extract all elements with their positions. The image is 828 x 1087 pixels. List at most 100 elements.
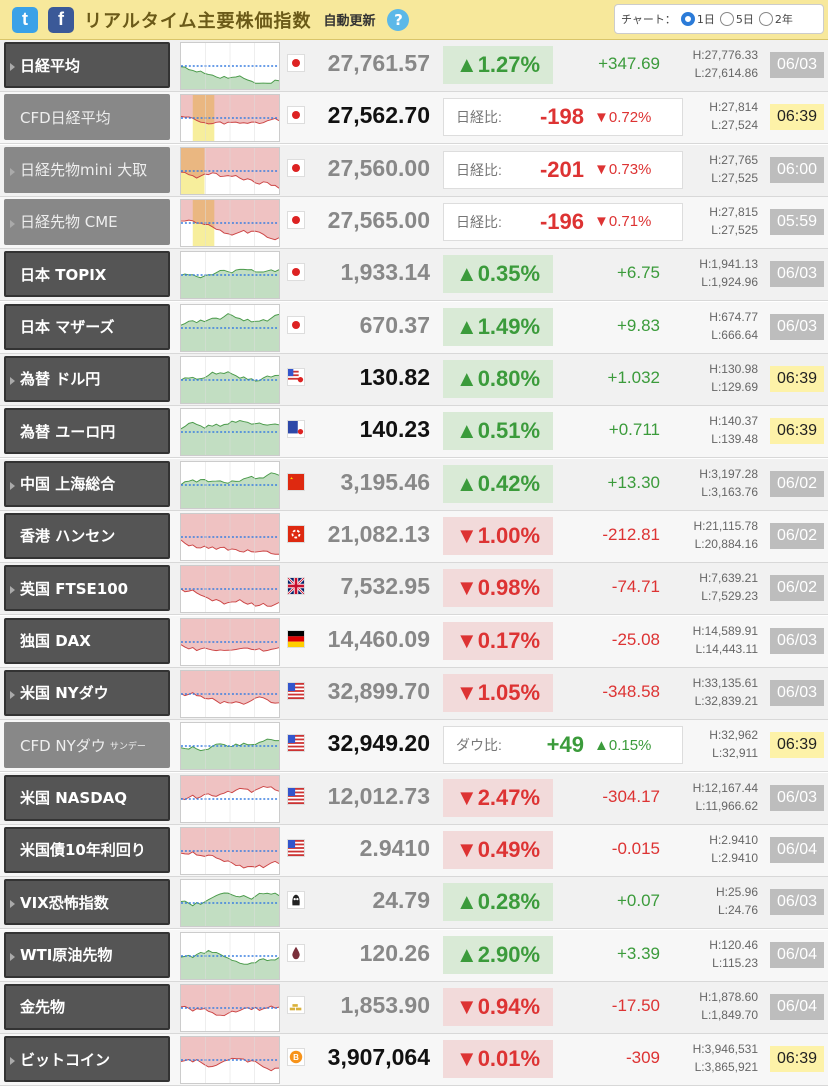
flag-icon xyxy=(287,420,305,439)
index-name-button[interactable]: 香港 ハンセン xyxy=(4,512,170,559)
update-time: 06/03 xyxy=(770,52,824,78)
index-name-button[interactable]: 中国 上海総合 xyxy=(4,460,170,507)
change-value: -304.17 xyxy=(602,786,660,806)
update-time: 05:59 xyxy=(770,208,824,235)
index-name-button[interactable]: 為替 ユーロ円 xyxy=(4,408,170,455)
price-value: 21,082.13 xyxy=(327,520,430,547)
index-name-button[interactable]: ビットコイン xyxy=(4,1036,170,1083)
index-row[interactable]: CFD日経平均 27,562.70 日経比: -198 ▼0.72% H:27,814 L:… xyxy=(0,92,828,145)
flag-icon xyxy=(287,629,305,648)
index-row[interactable]: 日本 TOPIX 1,933.14 ▲0.35% +6.75 H:1,941.13 L:1… xyxy=(0,249,828,302)
index-row[interactable]: 香港 ハンセン 21,082.13 ▼1.00% -212.81 H:21,115.78… xyxy=(0,510,828,563)
index-row[interactable]: 日経先物mini 大取 27,560.00 日経比: -201 ▼0.73% H:27,7… xyxy=(0,144,828,197)
index-row[interactable]: 米国債10年利回り 2.9410 ▼0.49% -0.015 H:2.9410 L:2.9… xyxy=(0,824,828,877)
price-value: 7,532.95 xyxy=(340,573,430,600)
comparison-value: +49 xyxy=(546,732,584,758)
index-row[interactable]: WTI原油先物 120.26 ▲2.90% +3.39 H:120.46 L:115.23… xyxy=(0,929,828,982)
sparkline-chart[interactable] xyxy=(180,94,280,143)
sparkline-chart[interactable] xyxy=(180,774,280,823)
sparkline-chart[interactable] xyxy=(180,146,280,195)
index-name-sub: サンデー xyxy=(109,741,146,752)
index-name-button[interactable]: CFD日経平均 xyxy=(4,94,170,141)
index-row[interactable]: 独国 DAX 14,460.09 ▼0.17% -25.08 H:14,589.91 L:… xyxy=(0,615,828,668)
index-name-button[interactable]: 独国 DAX xyxy=(4,617,170,664)
change-value: +6.75 xyxy=(616,263,660,283)
index-row[interactable]: 英国 FTSE100 7,532.95 ▼0.98% -74.71 H:7,639.21… xyxy=(0,563,828,616)
comparison-box: ダウ比: +49 ▲0.15% xyxy=(443,726,683,765)
high-value: H:140.37 xyxy=(709,414,758,429)
sparkline-chart[interactable] xyxy=(180,983,280,1032)
radio-1d[interactable] xyxy=(680,12,695,26)
update-time: 06/03 xyxy=(770,889,824,916)
facebook-icon[interactable]: f xyxy=(48,6,74,33)
sparkline-chart[interactable] xyxy=(180,198,280,247)
range-option-1d[interactable]: 1日 xyxy=(676,11,715,27)
index-name-button[interactable]: CFD NYダウ サンデー xyxy=(4,722,170,769)
price-value: 27,562.70 xyxy=(327,102,430,129)
index-row[interactable]: 日経先物 CME 27,565.00 日経比: -196 ▼0.71% H:27,815 L… xyxy=(0,196,828,249)
change-value: -212.81 xyxy=(602,524,660,544)
comparison-label: 日経比: xyxy=(456,109,502,126)
radio-5d[interactable] xyxy=(719,12,734,26)
index-name-button[interactable]: 日本 マザーズ xyxy=(4,303,170,350)
index-row[interactable]: 米国 NYダウ 32,899.70 ▼1.05% -348.58 H:33,135.61… xyxy=(0,667,828,720)
index-row[interactable]: 日本 マザーズ 670.37 ▲1.49% +9.83 H:674.77 L:666.64… xyxy=(0,301,828,354)
low-value: L:11,966.62 xyxy=(695,798,758,813)
sparkline-chart[interactable] xyxy=(180,826,280,875)
index-name-button[interactable]: 金先物 xyxy=(4,983,170,1030)
index-row[interactable]: 日経平均 27,761.57 ▲1.27% +347.69 H:27,776.33 L:2… xyxy=(0,40,828,92)
high-low: H:25.96 L:24.76 xyxy=(670,883,758,919)
sparkline-chart[interactable] xyxy=(180,565,280,614)
range-option-2y[interactable]: 2年 xyxy=(754,11,793,27)
index-name-button[interactable]: 日経先物mini 大取 xyxy=(4,146,170,193)
update-time: 06/02 xyxy=(770,522,824,549)
sparkline-chart[interactable] xyxy=(180,42,280,90)
index-name-button[interactable]: WTI原油先物 xyxy=(4,931,170,978)
index-row[interactable]: 金先物 1,853.90 ▼0.94% -17.50 H:1,878.60 L:1,849… xyxy=(0,981,828,1034)
flag-icon: B xyxy=(287,1048,305,1067)
index-row[interactable]: 中国 上海総合 3,195.46 ▲0.42% +13.30 H:3,197.28 L:3… xyxy=(0,458,828,511)
sparkline-chart[interactable] xyxy=(180,251,280,300)
range-option-5d[interactable]: 5日 xyxy=(715,11,754,27)
index-row[interactable]: 為替 ドル円 130.82 ▲0.80% +1.032 H:130.98 L:129.69… xyxy=(0,353,828,406)
help-icon[interactable]: ? xyxy=(387,8,410,31)
sparkline-chart[interactable] xyxy=(180,879,280,928)
sparkline-chart[interactable] xyxy=(180,460,280,509)
update-time: 06/02 xyxy=(770,470,824,497)
index-row[interactable]: ビットコイン B 3,907,064 ▼0.01% -309 H:3,946,531 L:3… xyxy=(0,1034,828,1087)
sparkline-chart[interactable] xyxy=(180,931,280,980)
sparkline-chart[interactable] xyxy=(180,722,280,771)
update-time: 06/04 xyxy=(770,993,824,1020)
sparkline-chart[interactable] xyxy=(180,669,280,718)
price-value: 3,907,064 xyxy=(327,1044,430,1071)
index-row[interactable]: CFD NYダウ サンデー 32,949.20 ダウ比: +49 ▲0.15% H:32,9… xyxy=(0,720,828,773)
high-low: H:1,941.13 L:1,924.96 xyxy=(670,255,758,291)
index-row[interactable]: 為替 ユーロ円 140.23 ▲0.51% +0.711 H:140.37 L:139.4… xyxy=(0,406,828,459)
index-name-button[interactable]: 日経平均 xyxy=(4,42,170,88)
index-row[interactable]: VIX恐怖指数 24.79 ▲0.28% +0.07 H:25.96 L:24.76 06/… xyxy=(0,877,828,930)
index-name-button[interactable]: 日経先物 CME xyxy=(4,198,170,245)
svg-text:B: B xyxy=(293,1053,299,1062)
sparkline-chart[interactable] xyxy=(180,1036,280,1085)
high-low: H:32,962 L:32,911 xyxy=(670,726,758,762)
price-value: 130.82 xyxy=(359,363,430,390)
radio-2y[interactable] xyxy=(758,12,773,26)
twitter-icon[interactable]: t xyxy=(12,6,38,33)
sparkline-chart[interactable] xyxy=(180,512,280,561)
index-row[interactable]: 米国 NASDAQ 12,012.73 ▼2.47% -304.17 H:12,167.… xyxy=(0,772,828,825)
update-time: 06/03 xyxy=(770,679,824,706)
price-value: 3,195.46 xyxy=(340,468,430,495)
sparkline-chart[interactable] xyxy=(180,303,280,352)
high-low: H:3,197.28 L:3,163.76 xyxy=(670,465,758,501)
index-name-button[interactable]: 米国 NYダウ xyxy=(4,669,170,716)
index-name-button[interactable]: 英国 FTSE100 xyxy=(4,565,170,612)
sparkline-chart[interactable] xyxy=(180,408,280,457)
index-name-button[interactable]: 日本 TOPIX xyxy=(4,251,170,298)
sparkline-chart[interactable] xyxy=(180,617,280,666)
index-name-button[interactable]: 米国債10年利回り xyxy=(4,826,170,873)
index-name-button[interactable]: VIX恐怖指数 xyxy=(4,879,170,926)
index-name-button[interactable]: 米国 NASDAQ xyxy=(4,774,170,821)
sparkline-chart[interactable] xyxy=(180,355,280,404)
index-name: CFD日経平均 xyxy=(20,108,111,127)
index-name-button[interactable]: 為替 ドル円 xyxy=(4,355,170,402)
